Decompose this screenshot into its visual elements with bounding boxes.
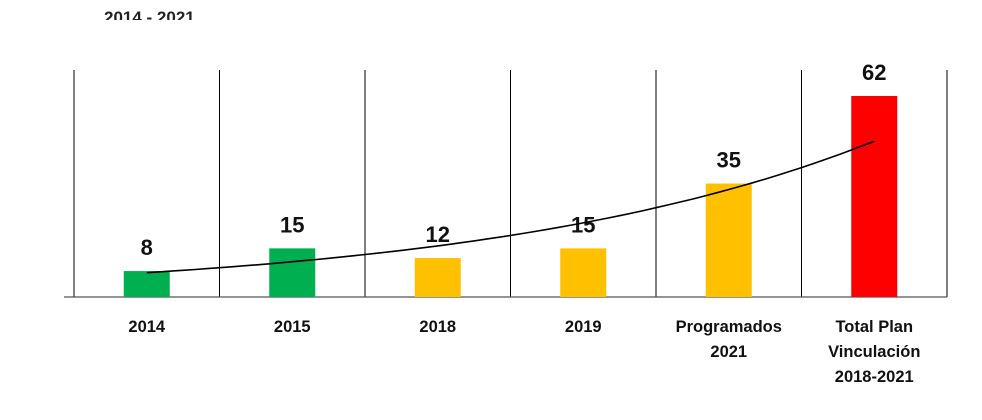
data-label: 35 xyxy=(717,148,741,173)
data-label: 15 xyxy=(280,212,304,237)
data-label: 8 xyxy=(141,235,153,260)
trendline xyxy=(146,140,875,274)
category-label: 2019 xyxy=(565,318,602,336)
plot-background xyxy=(40,20,968,412)
data-label: 12 xyxy=(426,222,450,247)
category-label: 2021 xyxy=(710,343,747,361)
category-label: Total Plan xyxy=(835,318,913,336)
data-label: 62 xyxy=(862,60,886,85)
bar xyxy=(705,183,752,297)
bar xyxy=(414,258,461,297)
bar xyxy=(560,248,607,297)
category-label: Vinculación xyxy=(828,343,920,361)
category-label: 2014 xyxy=(128,318,166,336)
category-label: Programados xyxy=(676,318,782,336)
category-label: 2018-2021 xyxy=(835,368,914,386)
category-label: 2015 xyxy=(274,318,311,336)
bar xyxy=(123,271,170,297)
bar xyxy=(851,96,898,297)
bar xyxy=(269,248,316,297)
category-label: 2018 xyxy=(419,318,456,336)
